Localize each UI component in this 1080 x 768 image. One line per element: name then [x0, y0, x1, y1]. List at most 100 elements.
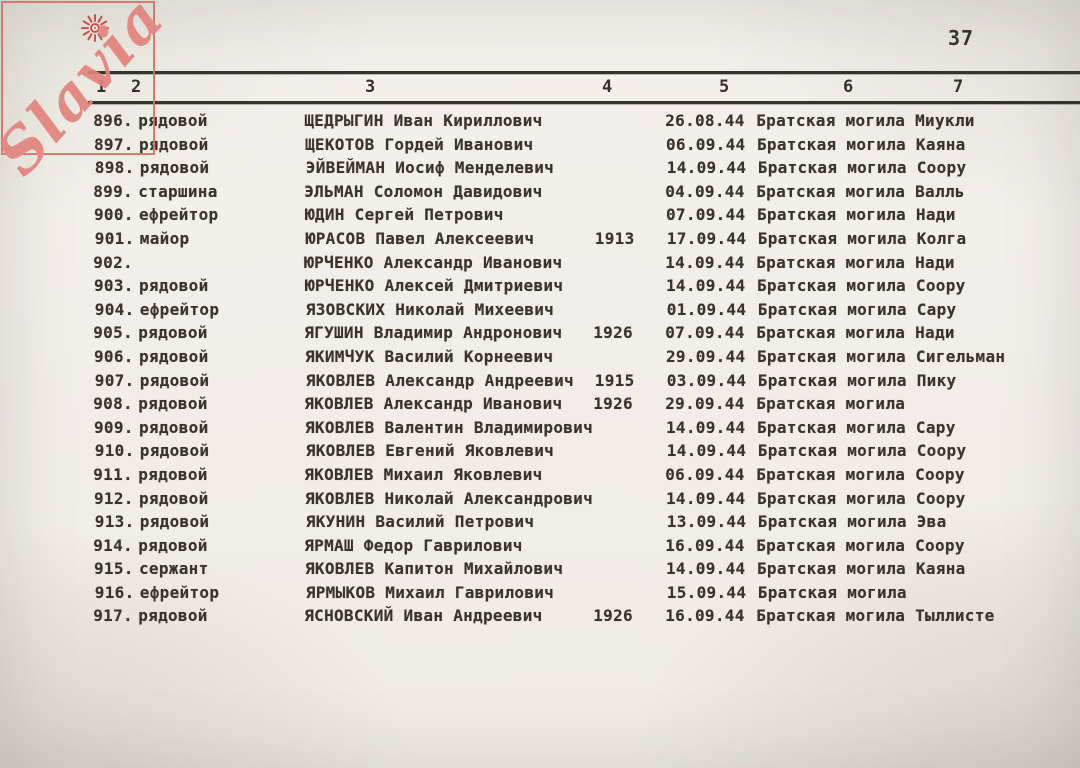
table-row: 914. рядовой ЯРМАШ Федор Гаврилович 16.09.4… — [0, 534, 1079, 558]
table-row: 908. рядовой ЯКОВЛЕВ Александр Иванович 192… — [0, 392, 1079, 416]
row-number: 915. — [94, 559, 134, 579]
burial-place: Братская могила Соору — [756, 464, 965, 484]
column-header-1: 1 — [96, 77, 107, 97]
rank: сержант — [139, 559, 209, 579]
death-date: 03.09.44 — [666, 370, 747, 390]
row-number: 897. — [94, 134, 134, 154]
full-name: ЯКОВЛЕВ Николай Александрович — [305, 488, 594, 508]
burial-place: Братская могила Каяна — [757, 559, 966, 579]
rank: рядовой — [138, 464, 208, 484]
burial-place: Братская могила Соору — [757, 441, 967, 461]
full-name: ЯКУНИН Василий Петрович — [305, 512, 535, 532]
full-name: ЮРЧЕНКО Александр Иванович — [304, 252, 563, 272]
row-number: 907. — [94, 370, 135, 390]
table-row: 901. майор ЮРАСОВ Павел Алексеевич 1913 17.0… — [1, 227, 1080, 251]
full-name: ЯКОВЛЕВ Евгений Яковлевич — [305, 441, 555, 461]
table-row: 909. рядовой ЯКОВЛЕВ Валентин Владимирович… — [0, 416, 1080, 440]
rank: рядовой — [139, 512, 210, 532]
rank: рядовой — [138, 535, 208, 555]
full-name: ЯКОВЛЕВ Михаил Яковлевич — [304, 464, 543, 484]
column-header-4: 4 — [602, 77, 613, 97]
rank: рядовой — [139, 488, 209, 508]
row-number: 914. — [93, 535, 133, 555]
table-row: 911. рядовой ЯКОВЛЕВ Михаил Яковлевич 06.09… — [0, 463, 1079, 487]
table-row: 906. рядовой ЯКИМЧУК Василий Корнеевич 29.0… — [0, 345, 1080, 369]
birth-year: 1926 — [593, 394, 633, 414]
rank: рядовой — [138, 111, 208, 130]
row-number: 910. — [94, 441, 135, 461]
rank: ефрейтор — [139, 582, 220, 602]
death-date: 16.09.44 — [665, 606, 745, 626]
row-number: 900. — [94, 205, 134, 225]
burial-place: Братская могила Сигельман — [757, 346, 1006, 366]
burial-place: Братская могила Валль — [756, 181, 965, 201]
table-row: 907. рядовой ЯКОВЛЕВ Александр Андреевич 19… — [1, 369, 1080, 393]
row-number: 899. — [93, 181, 133, 201]
full-name: ЭЙВЕЙМАН Иосиф Менделевич — [305, 158, 555, 178]
rank: рядовой — [138, 394, 208, 414]
table-row: 912. рядовой ЯКОВЛЕВ Николай Александрович… — [0, 487, 1080, 511]
full-name: ЯКОВЛЕВ Валентин Владимирович — [305, 417, 594, 437]
rank: ефрейтор — [139, 299, 220, 319]
row-number: 905. — [93, 323, 133, 343]
row-number: 904. — [94, 299, 135, 319]
burial-place: Братская могила Эва — [757, 512, 947, 532]
burial-place: Братская могила Нади — [756, 252, 955, 272]
birth-year: 1915 — [594, 370, 635, 390]
death-date: 13.09.44 — [666, 512, 747, 532]
row-number: 912. — [94, 488, 134, 508]
sunburst-icon — [80, 13, 110, 43]
death-date: 14.09.44 — [666, 158, 747, 178]
full-name: ЯГУШИН Владимир Андронович — [304, 323, 563, 343]
row-number: 902. — [93, 252, 133, 272]
table-row: 916. ефрейтор ЯРМЫКОВ Михаил Гаврилович 15.… — [1, 581, 1080, 605]
death-date: 26.08.44 — [665, 111, 745, 130]
burial-place: Братская могила Пику — [757, 370, 957, 390]
rank: рядовой — [139, 134, 209, 154]
death-date: 14.09.44 — [665, 252, 745, 272]
table-top-rule — [88, 71, 1080, 74]
full-name: ЮРАСОВ Павел Алексеевич — [305, 228, 535, 248]
death-date: 04.09.44 — [665, 181, 745, 201]
row-number: 916. — [94, 582, 135, 602]
full-name: ЮРЧЕНКО Алексей Дмитриевич — [305, 276, 564, 296]
burial-place: Братская могила Нади — [757, 205, 956, 225]
rank: рядовой — [138, 606, 208, 626]
row-number: 898. — [94, 158, 135, 178]
full-name: ЯКИМЧУК Василий Корнеевич — [305, 346, 554, 366]
row-number: 903. — [94, 276, 134, 296]
full-name: ЯРМЫКОВ Михаил Гаврилович — [305, 582, 555, 602]
table-header-rule — [88, 101, 1080, 104]
rank: рядовой — [139, 441, 210, 461]
table-row: 913. рядовой ЯКУНИН Василий Петрович 13.09.… — [1, 510, 1080, 534]
table-row: 915. сержант ЯКОВЛЕВ Капитон Михайлович 14.… — [0, 557, 1080, 581]
death-date: 07.09.44 — [665, 323, 745, 343]
table-row: 900. ефрейтор ЮДИН Сергей Петрович 07.09.44… — [0, 203, 1080, 227]
burial-place: Братская могила Колга — [757, 228, 967, 248]
burial-place: Братская могила — [756, 394, 906, 414]
rank: ефрейтор — [139, 205, 219, 225]
row-number: 901. — [94, 228, 135, 248]
rank: рядовой — [139, 417, 209, 437]
death-date: 15.09.44 — [666, 582, 747, 602]
full-name: ЯКОВЛЕВ Капитон Михайлович — [305, 559, 564, 579]
burial-place: Братская могила Соору — [756, 535, 965, 555]
birth-year: 1913 — [594, 228, 635, 248]
table-body: 896. рядовой ЩЕДРЫГИН Иван Кириллович 26.08… — [0, 109, 1080, 628]
full-name: ЩЕКОТОВ Гордей Иванович — [305, 134, 534, 154]
column-header-5: 5 — [719, 77, 730, 97]
death-date: 29.09.44 — [665, 394, 745, 414]
burial-place: Братская могила Каяна — [757, 134, 966, 154]
table-row: 917. рядовой ЯСНОВСКИЙ Иван Андреевич 1926 1… — [0, 604, 1079, 628]
column-header-3: 3 — [365, 77, 376, 97]
row-number: 896. — [93, 111, 133, 130]
rank: рядовой — [138, 323, 208, 343]
slavia-watermark: Slavia — [0, 0, 178, 189]
column-header-2: 2 — [131, 77, 142, 97]
death-date: 06.09.44 — [666, 134, 746, 154]
full-name: ЯКОВЛЕВ Александр Андреевич — [305, 370, 574, 390]
row-number: 906. — [94, 346, 134, 366]
death-date: 14.09.44 — [666, 488, 746, 508]
death-date: 14.09.44 — [666, 559, 746, 579]
row-number: 913. — [94, 512, 135, 532]
